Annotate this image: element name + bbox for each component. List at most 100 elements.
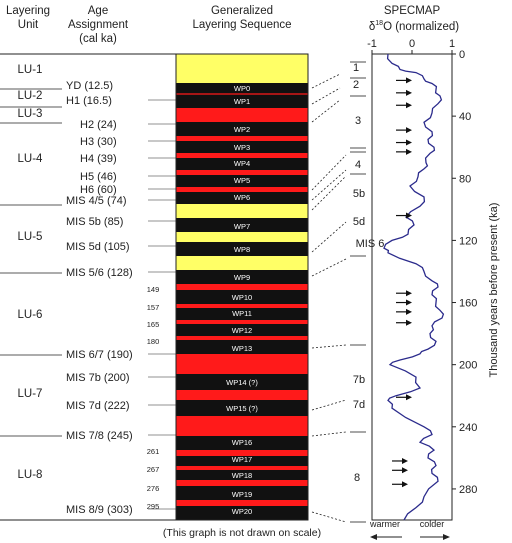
warmer-arrow — [370, 534, 402, 540]
layer-band — [176, 336, 308, 340]
event-arrow-head — [402, 467, 408, 474]
layer-band — [176, 83, 308, 94]
connector — [311, 258, 347, 277]
layer-band — [176, 54, 308, 83]
layer-band — [176, 400, 308, 416]
age-label: H4 (39) — [80, 153, 117, 165]
small-age-label: 267 — [147, 465, 160, 474]
event-arrow-head — [406, 102, 412, 109]
layer-band — [176, 436, 308, 450]
age-label: H2 (24) — [80, 119, 117, 131]
layer-band — [176, 354, 308, 374]
layer-band — [176, 232, 308, 242]
connector — [311, 511, 347, 523]
connector — [311, 169, 347, 201]
small-age-label: 261 — [147, 447, 160, 456]
small-age-labels: 149 157 165 180 261 267 276 295 — [147, 285, 160, 511]
stage-label: 2 — [353, 79, 359, 91]
small-age-label: 180 — [147, 337, 160, 346]
stage-label: 1 — [353, 62, 359, 74]
event-arrow-head — [406, 77, 412, 84]
wp-label-4: WP4 — [234, 159, 250, 168]
layer-band — [176, 486, 308, 500]
y-tick-label: 0 — [459, 49, 465, 61]
wp-label-19: WP19 — [232, 490, 252, 499]
event-arrow-head — [406, 299, 412, 306]
layer-band — [176, 136, 308, 141]
layer-band — [176, 480, 308, 486]
layer-band — [176, 506, 308, 520]
wp-label-18: WP18 — [232, 471, 252, 480]
x-tick-label: 1 — [449, 38, 455, 50]
unit-label-2: LU-2 — [18, 90, 43, 102]
age-label: MIS 4/5 (74) — [66, 195, 127, 207]
event-arrow-head — [406, 89, 412, 96]
age-label: MIS 7/8 (245) — [66, 430, 133, 442]
unit-label-6: LU-6 — [18, 309, 43, 321]
wp-label-13: WP13 — [232, 344, 252, 353]
y-tick-label: 280 — [459, 484, 477, 496]
event-arrow-head — [406, 308, 412, 315]
event-arrow-head — [406, 139, 412, 146]
connector-lines — [311, 73, 347, 523]
layer-band — [176, 158, 308, 170]
wp-label-5: WP5 — [234, 176, 250, 185]
event-arrow-head — [406, 127, 412, 134]
unit-label-8: LU-8 — [18, 469, 43, 481]
small-age-label: 165 — [147, 320, 160, 329]
small-age-label: 149 — [147, 285, 160, 294]
wp-label-20: WP20 — [232, 507, 252, 516]
x-tick-label: -1 — [367, 38, 377, 50]
y-tick-label: 120 — [459, 235, 477, 247]
warmer-label: warmer — [369, 519, 400, 529]
wp-label-2: WP2 — [234, 125, 250, 134]
header-unit-line1: Layering — [6, 5, 50, 17]
event-arrow-head — [406, 212, 412, 219]
age-label: H5 (46) — [80, 171, 117, 183]
connector — [311, 221, 347, 253]
wp-label-14: WP14 (?) — [226, 378, 258, 387]
layer-band — [176, 304, 308, 308]
age-label: MIS 8/9 (303) — [66, 504, 133, 516]
y-tick-label: 200 — [459, 360, 477, 372]
unit-label-4: LU-4 — [18, 153, 44, 165]
specmap-curve — [383, 53, 445, 521]
age-label: H1 (16.5) — [66, 95, 112, 107]
stage-label: 4 — [355, 159, 361, 171]
wp-label-12: WP12 — [232, 326, 252, 335]
wp-label-16: WP16 — [232, 438, 252, 447]
wp-label-7: WP7 — [234, 222, 250, 231]
wp-label-10: WP10 — [232, 293, 252, 302]
layer-band — [176, 122, 308, 136]
layer-band — [176, 320, 308, 324]
y-tick-label: 40 — [459, 111, 471, 123]
connector — [311, 175, 347, 211]
layer-band — [176, 153, 308, 158]
stage-label: 7d — [353, 399, 365, 411]
layer-band — [176, 340, 308, 354]
layering-units: LU-1 LU-2 LU-3 LU-4 LU-5 LU-6 LU-7 LU-8 — [0, 64, 62, 481]
wp-label-6: WP6 — [234, 193, 250, 202]
layer-band — [176, 175, 308, 187]
layer-band — [176, 204, 308, 218]
layering-sequence — [175, 53, 309, 521]
wp-label-15: WP15 (?) — [226, 404, 258, 413]
colder-arrow — [420, 534, 450, 540]
column-headers: Layering Unit Age Assignment (cal ka) Ge… — [6, 5, 459, 45]
layer-band — [176, 456, 308, 466]
header-seq-line2: Layering Sequence — [192, 19, 291, 31]
unit-label-3: LU-3 — [18, 108, 43, 120]
y-axis-title: Thousand years before present (ka) — [488, 203, 500, 378]
small-age-label: 295 — [147, 502, 160, 511]
layer-band — [176, 270, 308, 284]
sequence-frame — [175, 53, 309, 521]
y-tick-label: 240 — [459, 422, 477, 434]
age-label: MIS 5/6 (128) — [66, 267, 133, 279]
layer-band — [176, 284, 308, 290]
layer-band — [176, 308, 308, 320]
small-age-label: 276 — [147, 484, 160, 493]
age-label: MIS 7b (200) — [66, 372, 130, 384]
age-label: YD (12.5) — [66, 80, 113, 92]
stage-labels: 1 2 3 4 5b 5d MIS 6 7b 7d 8 — [350, 61, 384, 523]
layer-band — [176, 256, 308, 270]
